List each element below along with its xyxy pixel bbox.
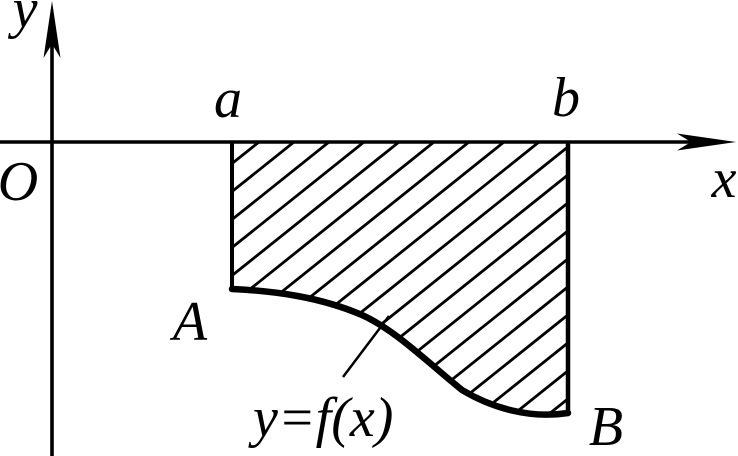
hatch-line (355, 142, 568, 415)
hatch-line (232, 142, 370, 415)
limit-a-label: a (214, 68, 242, 130)
hatch-line (232, 142, 300, 415)
hatch-line (425, 142, 568, 415)
hatch-line (232, 142, 510, 415)
hatch-line (232, 142, 440, 415)
hatch-line (232, 142, 568, 415)
hatch-line (232, 142, 335, 415)
hatch-line (460, 142, 568, 415)
point-a-label: A (169, 291, 208, 353)
hatch-line (530, 142, 568, 415)
hatched-area (232, 142, 568, 415)
y-axis-label: y (8, 0, 38, 40)
curve-equation-label: y=f(x) (248, 387, 393, 449)
curve-callout-line (342, 315, 390, 378)
hatch-line (232, 142, 265, 415)
curve-y-equals-fx (228, 285, 572, 418)
hatch-line (232, 142, 475, 415)
hatch-line (320, 142, 568, 415)
x-axis-label: x (711, 148, 737, 210)
hatch-line (232, 142, 545, 415)
hatch-line (285, 142, 568, 415)
limit-b-label: b (552, 67, 580, 129)
hatch-line (495, 142, 568, 415)
hatch-line (390, 142, 568, 415)
y-axis-arrowhead-icon (43, 1, 61, 58)
hatch-line (232, 142, 405, 415)
hatch-line (250, 142, 568, 415)
x-axis-arrowhead-icon (677, 133, 736, 151)
point-b-label: B (589, 396, 623, 456)
origin-label: O (0, 151, 38, 213)
